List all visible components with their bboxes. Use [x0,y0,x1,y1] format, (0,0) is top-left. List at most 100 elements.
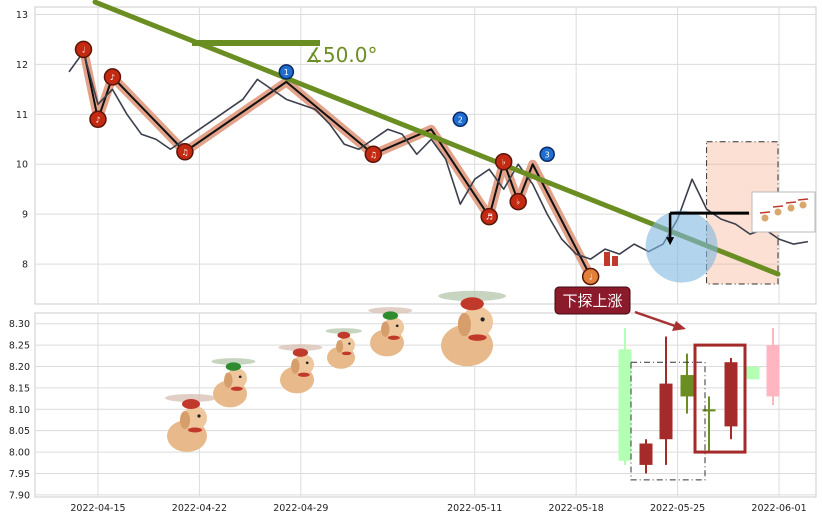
thumbnail-rotor-icon [785,201,797,204]
marker-label: ♭ [502,158,506,167]
x-tick-label: 2022-05-11 [447,503,502,514]
marker-label: ♭ [516,198,520,207]
flying-dog-icon [438,290,506,367]
marker-label: 2 [458,115,463,124]
thumbnail-frame [751,191,816,233]
candle-body [618,349,632,461]
detail-y-tick-label: 8.00 [9,448,30,459]
level-drop-arrow [666,237,675,246]
dog-ear-icon [457,312,471,337]
detail-y-tick-label: 8.10 [9,405,30,416]
flying-dog-icon [211,358,256,408]
marker-label: ♫ [181,148,188,157]
thumbnail-dog-icon [787,204,795,212]
price-y-tick-label: 13 [16,10,28,21]
flying-dog-icon [165,394,217,452]
rotor-blade-icon [368,307,413,314]
thumbnail-dog-icon [774,208,782,216]
buy-signal-marker [539,146,555,163]
candle-body [680,375,694,397]
dog-ear-icon [180,411,190,429]
dog-eye-icon [238,375,242,379]
callout-label: 下探上涨 [562,292,622,310]
rotor-blade-icon [325,328,362,334]
rotor-blade-icon [165,394,217,402]
detail-y-tick-label: 7.90 [9,490,30,501]
x-tick-label: 2022-04-22 [172,503,227,514]
dog-collar-icon [387,335,400,340]
dog-eye-icon [480,317,485,322]
marker-label: 1 [284,68,289,77]
detail-panel-frame [34,312,817,498]
flying-dog-icon [325,328,362,369]
sell-signal-marker [494,152,513,171]
detail-y-tick-label: 7.95 [9,469,30,480]
candle-body [766,345,780,397]
thumbnail-rotor-icon [772,205,784,208]
flying-dog-icon [278,344,323,394]
dog-collar-icon [468,334,487,341]
x-tick-label: 2022-05-25 [650,503,705,514]
sell-signal-marker [176,143,194,161]
price-y-tick-label: 11 [16,110,28,121]
detail-y-tick-label: 8.30 [9,319,30,330]
detail-y-tick-label: 8.05 [9,426,30,437]
angle-label: ∡50.0° [305,43,377,67]
thumbnail-rotor-icon [797,198,809,201]
marker-label: ♪ [95,115,100,124]
dog-ear-icon [224,372,233,388]
sell-signal-marker [581,267,600,286]
detail-y-tick-label: 8.20 [9,362,30,373]
helicopter-hat-icon [337,331,351,339]
helicopter-hat-icon [382,311,399,320]
callout-arrow-head [672,321,686,331]
marker-label: ♪ [110,73,115,82]
buy-signal-marker [452,111,468,128]
marker-label: 3 [545,150,550,159]
thumbnail-dog-icon [761,214,769,222]
dog-eye-icon [305,361,309,365]
candle-dashed-box [630,361,706,481]
buy-signal-marker [278,64,295,80]
dog-ear-icon [291,358,300,374]
dog-eye-icon [197,414,201,418]
dog-collar-icon [297,372,310,377]
helicopter-hat-icon [292,348,309,357]
detail-y-tick-label: 8.25 [9,341,30,352]
dog-collar-icon [230,386,243,391]
rotor-blade-icon [278,344,323,351]
dog-ear-icon [336,340,344,353]
rotor-blade-icon [438,290,506,302]
helicopter-hat-icon [225,362,242,371]
marker-label: ♬ [486,213,493,222]
dog-eye-icon [395,324,399,328]
sell-signal-marker [103,68,122,86]
marker-label: ♩ [82,45,86,54]
candle-body [724,362,738,427]
candle-body [659,383,673,440]
circle-highlight [645,210,718,283]
candle-body [746,366,760,380]
dog-eye-icon [348,342,351,345]
x-tick-label: 2022-05-18 [549,503,604,514]
mini-candle [612,256,618,266]
candle-body [639,443,653,465]
price-y-tick-label: 9 [22,210,28,221]
price-line [68,51,809,260]
sell-signal-marker [74,40,93,59]
x-tick-label: 2022-04-29 [273,503,328,514]
dog-collar-icon [188,427,202,433]
flying-dog-icon [368,307,413,357]
candle-body [702,409,716,412]
mini-candle [604,252,610,266]
price-y-tick-label: 10 [16,160,28,171]
helicopter-hat-icon [460,297,484,311]
detail-y-tick-label: 8.15 [9,383,30,394]
callout-arrow-line [634,310,679,329]
x-tick-label: 2022-06-01 [751,503,806,514]
price-y-tick-label: 12 [16,60,28,71]
price-y-tick-label: 8 [22,260,28,271]
x-tick-label: 2022-04-15 [70,503,125,514]
